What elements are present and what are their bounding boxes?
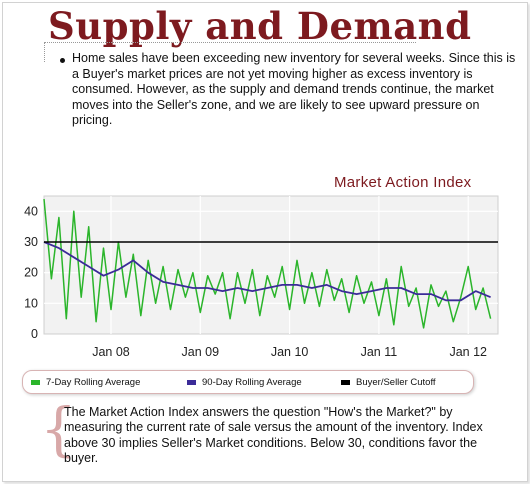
brace-icon: { — [40, 395, 77, 463]
y-tick-label: 0 — [31, 327, 38, 341]
x-tick-label: Jan 10 — [271, 345, 309, 359]
title-divider-tick — [44, 42, 45, 62]
legend-swatch-7day — [31, 379, 40, 385]
y-tick-label: 30 — [24, 235, 38, 249]
legend-label-cutoff: Buyer/Seller Cutoff — [356, 376, 436, 388]
intro-paragraph: Home sales have been exceeding new inven… — [72, 51, 516, 128]
plot-area — [43, 195, 499, 335]
legend-swatch-90day — [187, 379, 196, 385]
y-tick-label: 20 — [24, 266, 38, 280]
y-tick-label: 40 — [24, 204, 38, 218]
series-line-90day — [43, 241, 491, 302]
chart-title: Market Action Index — [334, 174, 472, 191]
legend-item-7day: 7-Day Rolling Average — [31, 376, 140, 388]
legend-label-90day: 90-Day Rolling Average — [202, 376, 302, 388]
title-divider — [44, 42, 416, 43]
x-tick-label: Jan 09 — [182, 345, 220, 359]
y-tick-label: 10 — [24, 296, 38, 310]
x-tick-label: Jan 11 — [361, 345, 398, 359]
page-title: Supply and Demand — [48, 4, 472, 48]
chart-footnote: The Market Action Index answers the ques… — [64, 405, 483, 466]
chart-legend: 7-Day Rolling Average 90-Day Rolling Ave… — [22, 370, 474, 394]
legend-item-cutoff: Buyer/Seller Cutoff — [341, 376, 436, 388]
bullet-icon — [60, 58, 65, 63]
x-tick-label: Jan 08 — [92, 345, 130, 359]
legend-item-90day: 90-Day Rolling Average — [187, 376, 302, 388]
x-tick-label: Jan 12 — [449, 345, 487, 359]
legend-swatch-cutoff — [341, 379, 350, 385]
legend-label-7day: 7-Day Rolling Average — [46, 376, 141, 388]
